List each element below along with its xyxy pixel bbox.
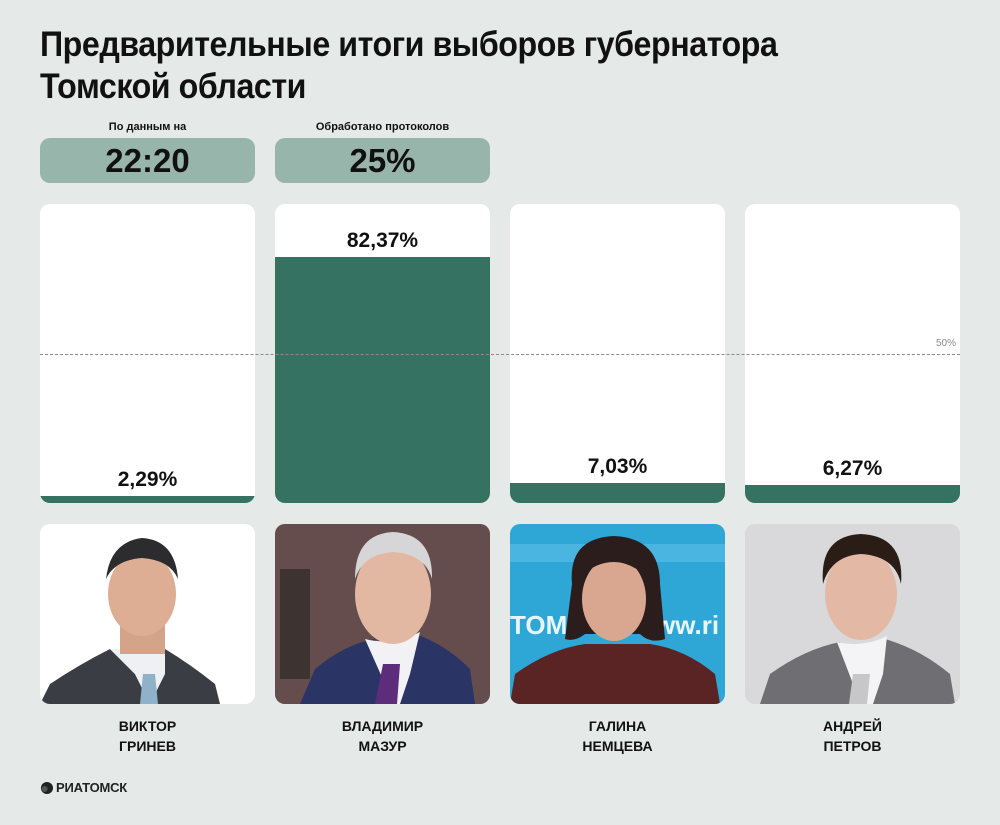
photo-grinev: [40, 524, 255, 704]
bar-card-petrov: 6,27%: [745, 204, 960, 503]
candidate-name-mazur: ВЛАДИМИР МАЗУР: [275, 716, 490, 756]
first-name: ГАЛИНА: [588, 718, 647, 734]
protocols-stat: Обработано протоколов 25%: [275, 120, 490, 183]
timestamp-stat: По данным на 22:20: [40, 120, 255, 183]
photo-nemtseva: TOM ww.ri: [510, 524, 725, 704]
bar-mazur: [275, 257, 490, 503]
ria-tomsk-logo: РИАТОМСК: [40, 780, 127, 795]
bar-card-nemtseva: 7,03%: [510, 204, 725, 503]
value-label-mazur: 82,37%: [346, 229, 419, 252]
portrait-icon: [275, 524, 490, 704]
first-name: ВЛАДИМИР: [341, 718, 424, 734]
last-name: НЕМЦЕВА: [582, 738, 653, 754]
timestamp-label: По данным на: [108, 121, 187, 133]
protocols-value: 25%: [275, 138, 490, 183]
portrait-icon: TOM ww.ri: [510, 524, 725, 704]
photo-mazur: [275, 524, 490, 704]
portrait-icon: [745, 524, 960, 704]
last-name: ПЕТРОВ: [823, 738, 882, 754]
timestamp-value: 22:20: [40, 138, 255, 183]
last-name: МАЗУР: [358, 738, 407, 754]
value-label-petrov: 6,27%: [822, 457, 883, 480]
logo-text: РИАТОМСК: [56, 780, 128, 795]
candidate-name-nemtseva: ГАЛИНА НЕМЦЕВА: [510, 716, 725, 756]
bar-card-mazur: 82,37%: [275, 204, 490, 503]
logo-mark-icon: [40, 781, 53, 794]
last-name: ГРИНЕВ: [119, 738, 176, 754]
svg-text:ww.ri: ww.ri: [654, 610, 719, 640]
candidate-name-grinev: ВИКТОР ГРИНЕВ: [40, 716, 255, 756]
portrait-icon: [40, 524, 255, 704]
bar-card-grinev: 2,29%: [40, 204, 255, 503]
photo-petrov: [745, 524, 960, 704]
bar-nemtseva: [510, 483, 725, 503]
first-name: ВИКТОР: [118, 718, 177, 734]
candidate-name-petrov: АНДРЕЙ ПЕТРОВ: [745, 716, 960, 756]
value-label-grinev: 2,29%: [117, 468, 178, 491]
protocols-label: Обработано протоколов: [315, 121, 450, 133]
page-title: Предварительные итоги выборов губернатор…: [40, 25, 778, 106]
bar-grinev: [40, 496, 255, 503]
svg-text:TOM: TOM: [510, 610, 567, 640]
fifty-percent-label: 50%: [935, 338, 956, 349]
bar-petrov: [745, 485, 960, 503]
value-label-nemtseva: 7,03%: [587, 455, 648, 478]
first-name: АНДРЕЙ: [823, 718, 882, 734]
fifty-percent-line: [40, 354, 960, 355]
